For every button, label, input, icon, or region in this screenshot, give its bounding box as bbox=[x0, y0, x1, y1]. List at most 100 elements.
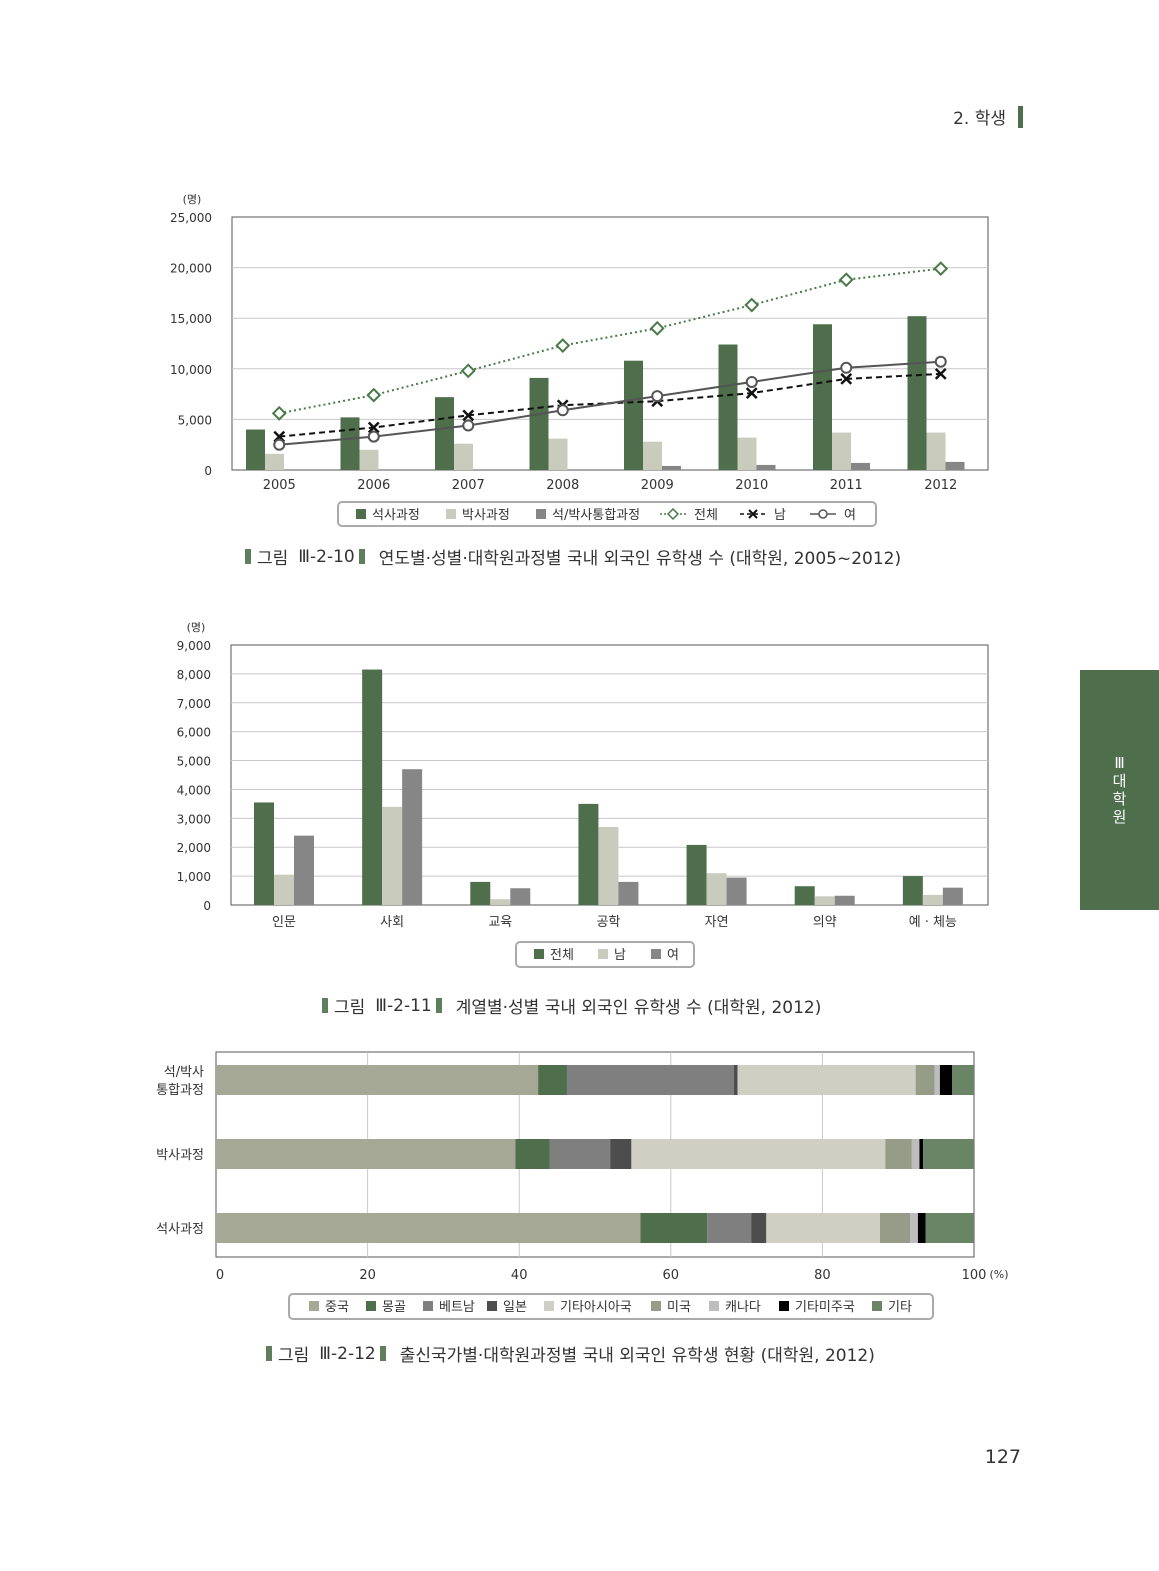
caption-text: 연도별·성별·대학원과정별 국내 외국인 유학생 수 (대학원, 2005~20… bbox=[378, 549, 902, 569]
y-tick-label: 4,000 bbox=[177, 783, 211, 797]
stacked-segment bbox=[952, 1065, 974, 1095]
stacked-segment bbox=[707, 1213, 752, 1243]
stacked-segment bbox=[751, 1213, 767, 1243]
line-marker bbox=[271, 405, 287, 421]
stacked-segment bbox=[610, 1139, 632, 1169]
section-title: 2. 학생 bbox=[953, 109, 1006, 129]
caption-number: Ⅲ-2-11 bbox=[375, 995, 432, 1016]
legend-label: 몽골 bbox=[382, 1300, 406, 1315]
bar bbox=[254, 802, 274, 905]
legend-marker bbox=[666, 507, 680, 521]
y-tick-label: 5,000 bbox=[177, 755, 211, 769]
line-marker bbox=[462, 419, 475, 432]
figure-caption-3: 그림 Ⅲ-2-12 출신국가별·대학원과정별 국내 외국인 유학생 현황 (대학… bbox=[266, 1341, 875, 1366]
chapter-side-tab: Ⅲ 대 학 원 bbox=[1080, 670, 1159, 910]
bar bbox=[340, 417, 360, 470]
bar bbox=[726, 877, 747, 905]
stacked-segment bbox=[566, 1065, 734, 1095]
bar bbox=[490, 899, 511, 905]
line-marker bbox=[367, 430, 380, 443]
stacked-segment bbox=[549, 1139, 611, 1169]
stacked-segment bbox=[216, 1213, 641, 1243]
legend-swatch bbox=[709, 1301, 719, 1311]
figure-caption-1: 그림 Ⅲ-2-10 연도별·성별·대학원과정별 국내 외국인 유학생 수 (대학… bbox=[245, 544, 901, 569]
x-tick-label: 40 bbox=[511, 1268, 528, 1283]
y-tick-label: 2,000 bbox=[177, 841, 211, 855]
y-tick-label: 7,000 bbox=[177, 697, 211, 711]
legend-swatch bbox=[598, 949, 608, 959]
line-marker bbox=[649, 320, 665, 336]
legend-swatch bbox=[487, 1301, 497, 1311]
y-category-label: 통합과정 bbox=[156, 1083, 204, 1098]
y-tick-label: 3,000 bbox=[177, 812, 211, 826]
bar bbox=[662, 465, 681, 470]
bar bbox=[294, 835, 314, 905]
legend-box bbox=[337, 501, 877, 527]
legend-label: 중국 bbox=[325, 1300, 349, 1315]
y-tick-label: 10,000 bbox=[170, 363, 212, 377]
stacked-segment bbox=[216, 1065, 539, 1095]
line-marker bbox=[933, 261, 949, 277]
y-tick-label: 0 bbox=[204, 464, 212, 478]
stacked-segment bbox=[733, 1065, 738, 1095]
x-tick-label: 사회 bbox=[380, 915, 404, 930]
bar bbox=[945, 461, 965, 470]
stacked-segment bbox=[911, 1139, 920, 1169]
bar bbox=[435, 397, 454, 470]
stacked-segment bbox=[919, 1139, 924, 1169]
y-unit-label: (명) bbox=[183, 193, 202, 206]
caption-number: Ⅲ-2-12 bbox=[319, 1343, 376, 1364]
legend-swatch bbox=[536, 509, 546, 519]
legend-swatch bbox=[872, 1301, 882, 1311]
x-tick-label: 2007 bbox=[452, 478, 485, 493]
bar bbox=[362, 669, 383, 905]
stacked-segment bbox=[910, 1213, 918, 1243]
legend-box bbox=[288, 1293, 934, 1320]
section-header: 2. 학생 bbox=[953, 104, 1023, 129]
y-tick-label: 9,000 bbox=[177, 639, 211, 653]
y-tick-label: 25,000 bbox=[170, 211, 212, 225]
series-line bbox=[279, 360, 941, 446]
legend-swatch bbox=[779, 1301, 789, 1311]
legend-swatch bbox=[544, 1301, 554, 1311]
legend-swatch bbox=[423, 1301, 433, 1311]
legend-label: 여 bbox=[667, 948, 679, 963]
legend-label: 캐나다 bbox=[725, 1300, 761, 1315]
legend-label: 전체 bbox=[550, 948, 574, 963]
legend-label: 여 bbox=[844, 508, 856, 523]
x-tick-label: 2010 bbox=[735, 478, 768, 493]
caption-marker bbox=[358, 549, 365, 564]
bar bbox=[470, 881, 491, 905]
stacked-segment bbox=[737, 1065, 916, 1095]
caption-prefix: 그림 bbox=[278, 1346, 310, 1366]
legend-label: 기타아시아국 bbox=[560, 1300, 632, 1315]
bar bbox=[510, 888, 531, 905]
caption-marker bbox=[379, 1346, 386, 1361]
y-tick-label: 8,000 bbox=[177, 668, 211, 682]
caption-marker bbox=[322, 998, 328, 1013]
x-tick-label: 2009 bbox=[641, 478, 674, 493]
bar bbox=[359, 449, 379, 470]
bar bbox=[922, 894, 943, 905]
legend-swatch bbox=[356, 509, 366, 519]
bar bbox=[382, 806, 403, 905]
line-marker bbox=[745, 375, 758, 388]
stacked-segment bbox=[640, 1213, 708, 1243]
x-tick-label: 인문 bbox=[272, 915, 296, 930]
x-tick-label: 0 bbox=[216, 1268, 224, 1283]
bar bbox=[643, 441, 662, 470]
bar bbox=[834, 895, 855, 905]
legend-swatch bbox=[366, 1301, 376, 1311]
line-marker bbox=[934, 355, 947, 368]
caption-marker bbox=[266, 1346, 272, 1361]
caption-prefix: 그림 bbox=[334, 998, 366, 1018]
x-tick-label: 60 bbox=[663, 1268, 680, 1283]
stacked-segment bbox=[939, 1065, 953, 1095]
caption-marker bbox=[245, 549, 251, 564]
x-tick-label: 80 bbox=[814, 1268, 831, 1283]
bar bbox=[618, 881, 639, 905]
y-category-label: 박사과정 bbox=[156, 1148, 204, 1163]
legend-label: 미국 bbox=[667, 1300, 691, 1315]
bar bbox=[794, 886, 815, 905]
bar bbox=[529, 377, 549, 470]
